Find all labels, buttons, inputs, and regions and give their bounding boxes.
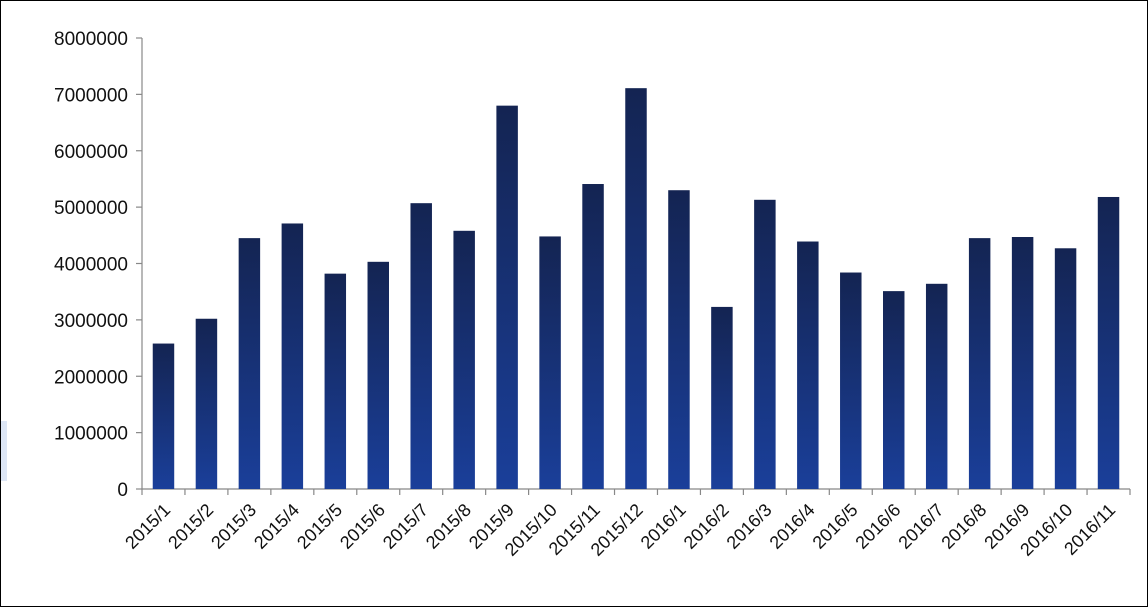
y-tick-label: 7000000 — [54, 85, 128, 106]
x-category-label: 2015/7 — [379, 500, 432, 553]
bar — [797, 241, 819, 489]
bar — [410, 203, 432, 489]
x-category-label: 2016/1 — [637, 500, 690, 553]
x-category-label: 2015/3 — [207, 500, 260, 553]
x-category-label: 2015/2 — [164, 500, 217, 553]
y-tick-label: 1000000 — [54, 424, 128, 445]
x-category-label: 2016/4 — [766, 500, 819, 553]
bar — [1054, 248, 1077, 489]
bar — [238, 238, 261, 489]
x-category-label: 2016/2 — [680, 500, 733, 553]
bar — [367, 261, 389, 489]
bar — [281, 223, 304, 489]
bar — [840, 272, 862, 489]
x-category-label: 2016/5 — [809, 500, 862, 553]
bar — [968, 238, 991, 489]
bar — [668, 190, 690, 489]
x-category-label: 2016/6 — [851, 500, 904, 553]
y-tick-label: 5000000 — [54, 198, 128, 219]
bar — [152, 343, 175, 489]
bars-group — [152, 88, 1120, 490]
bar — [496, 105, 518, 490]
bar — [582, 184, 604, 490]
bar — [1011, 237, 1034, 489]
bar — [453, 230, 475, 490]
bar — [711, 306, 733, 489]
bar — [195, 318, 218, 489]
x-category-label: 2015/6 — [336, 500, 389, 553]
x-category-label: 2016/8 — [937, 500, 990, 553]
x-category-label: 2015/4 — [250, 500, 303, 553]
y-tick-label: 6000000 — [54, 142, 128, 163]
y-tick-label: 8000000 — [54, 29, 128, 50]
bar — [925, 283, 948, 489]
bar — [625, 88, 647, 489]
y-tick-label: 3000000 — [54, 311, 128, 332]
bar — [539, 236, 561, 489]
bar — [754, 199, 776, 489]
y-tick-label: 4000000 — [54, 255, 128, 276]
x-category-label: 2015/8 — [422, 500, 475, 553]
left-edge-accent — [1, 421, 7, 481]
x-category-label: 2016/7 — [894, 500, 947, 553]
x-category-label: 2016/3 — [723, 500, 776, 553]
bar — [883, 291, 905, 489]
x-category-label: 2015/1 — [121, 500, 174, 553]
y-tick-label: 0 — [117, 480, 128, 501]
bar — [324, 273, 347, 489]
x-category-label: 2015/5 — [293, 500, 346, 553]
bar — [1097, 196, 1120, 490]
y-tick-label: 2000000 — [54, 367, 128, 388]
